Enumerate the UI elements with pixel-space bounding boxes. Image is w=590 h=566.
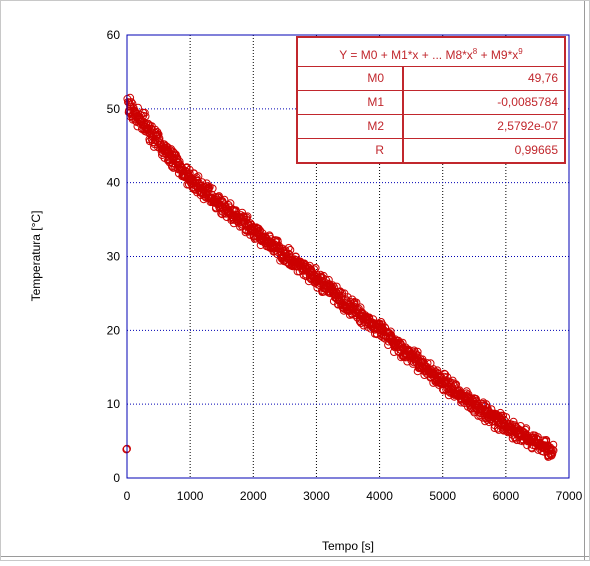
fit-row-m0: M0 49,76 [298,67,564,91]
data-point [521,425,530,434]
data-point [286,246,295,254]
data-point [208,184,217,193]
data-point [548,445,557,454]
data-point [549,440,558,449]
fit-row-m2: M2 2,5792e-07 [298,115,564,139]
data-point [204,183,213,192]
y-axis-ticks: 0 10 20 30 40 50 60 [107,28,121,485]
x-axis-label: Tempo [s] [322,539,374,553]
data-point [329,283,338,291]
grid-lines [127,35,569,478]
data-point [140,108,149,117]
data-point [319,271,328,280]
data-point [413,347,422,356]
data-points [122,93,558,461]
y-tick-label: 40 [107,176,121,190]
data-point [194,172,203,181]
data-point [369,315,378,324]
param-value: 2,5792e-07 [497,119,558,133]
data-point [122,445,131,454]
data-point [265,231,274,240]
x-tick-label: 4000 [366,489,393,503]
data-point [413,351,422,360]
param-name: R [298,139,404,162]
data-point [548,449,557,458]
data-point [336,287,345,296]
x-tick-label: 5000 [429,489,456,503]
data-point [238,208,247,217]
y-tick-label: 30 [107,250,121,264]
param-value: 0,99665 [514,143,558,157]
data-point [386,327,395,336]
y-axis-label: Temperatura [°C] [29,211,43,302]
param-value: -0,0085784 [497,95,558,109]
data-point [154,130,163,139]
fit-row-r: R 0,99665 [298,139,564,162]
y-tick-label: 20 [107,323,121,337]
param-name: M0 [298,67,404,90]
x-tick-label: 2000 [240,489,267,503]
plot-area-border [126,34,570,479]
y-tick-label: 10 [107,397,121,411]
data-point [141,112,150,121]
equation-text-2: + M9*x [477,48,519,62]
param-name: M2 [298,115,404,138]
data-point [291,252,300,261]
fit-results-table: Y = M0 + M1*x + ... M8*x8 + M9*x9 M0 49,… [296,36,566,164]
x-tick-label: 3000 [303,489,330,503]
param-name: M1 [298,91,404,114]
equation-exp-2: 9 [518,47,523,56]
data-point [335,291,344,300]
x-tick-label: 1000 [177,489,204,503]
x-axis-ticks: 0 1000 2000 3000 4000 5000 6000 7000 [124,489,583,503]
x-tick-label: 7000 [556,489,583,503]
fit-equation: Y = M0 + M1*x + ... M8*x8 + M9*x9 [298,38,564,67]
y-tick-label: 60 [107,28,121,42]
data-point [343,293,352,302]
data-point [549,446,558,455]
data-point [185,169,194,178]
y-tick-label: 50 [107,102,121,116]
x-tick-label: 0 [124,489,131,503]
fit-row-m1: M1 -0,0085784 [298,91,564,115]
data-point [243,212,252,221]
param-value: 49,76 [527,71,558,85]
x-tick-label: 6000 [493,489,520,503]
equation-text-1: Y = M0 + M1*x + ... M8*x [339,48,473,62]
equation-exp-1: 8 [472,47,478,56]
data-point [316,272,325,281]
data-point [254,224,263,233]
data-point [134,103,142,112]
y-tick-label: 0 [113,471,120,485]
